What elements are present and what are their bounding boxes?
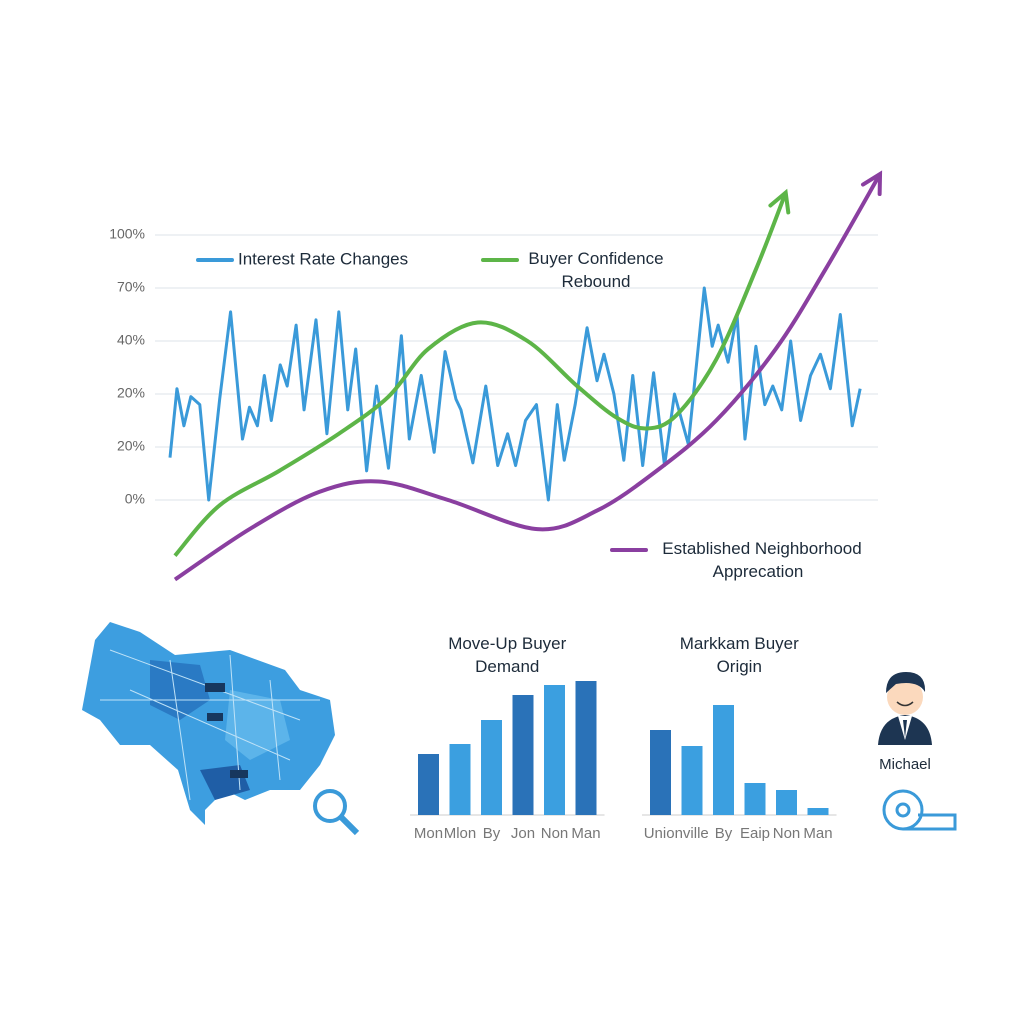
y-tick-label: 20% <box>117 385 145 401</box>
y-tick-label: 0% <box>125 491 145 507</box>
bar <box>481 720 502 815</box>
person-icon <box>878 672 932 745</box>
x-tick-label: Non <box>773 825 801 842</box>
bar <box>512 695 534 815</box>
line-series <box>168 286 862 502</box>
x-tick-label: Man <box>803 825 832 842</box>
legend-label: Interest Rate Changes <box>238 249 408 268</box>
legend-label: Established Neighborhood Apprecation <box>662 539 861 581</box>
x-tick-label: Jon <box>511 825 535 842</box>
x-tick-label: Non <box>541 825 569 842</box>
bar <box>544 685 565 815</box>
line-series <box>173 191 788 557</box>
bar <box>776 790 797 815</box>
x-tick-label: Eaip <box>740 825 770 842</box>
bar <box>418 754 439 815</box>
y-tick-label: 20% <box>117 438 145 454</box>
bar <box>449 744 471 815</box>
bar <box>650 730 671 815</box>
line-series <box>173 173 882 582</box>
x-tick-label: Man <box>571 825 600 842</box>
person-name: Michael <box>879 756 931 773</box>
bar <box>713 705 734 815</box>
x-tick-label: Mon <box>414 825 443 842</box>
arrow-head <box>768 188 791 215</box>
y-tick-label: 100% <box>109 226 145 242</box>
x-tick-label: Mlon <box>444 825 477 842</box>
x-tick-label: By <box>483 825 501 842</box>
x-tick-label: By <box>715 825 733 842</box>
bar <box>681 746 703 815</box>
tape-icon <box>882 789 957 831</box>
legend-label: Buyer Confidence Rebound <box>528 249 663 291</box>
chart-title: Move-Up Buyer Demand <box>448 634 566 676</box>
x-tick-label: Unionville <box>644 825 709 842</box>
bar <box>807 808 829 815</box>
arrow-head <box>860 170 883 197</box>
chart-title: Markkam Buyer Origin <box>680 634 799 676</box>
region-map <box>82 622 335 825</box>
bar <box>575 681 597 815</box>
y-tick-label: 70% <box>117 279 145 295</box>
magnifier-icon <box>313 789 360 836</box>
y-tick-label: 40% <box>117 332 145 348</box>
bar <box>744 783 766 815</box>
